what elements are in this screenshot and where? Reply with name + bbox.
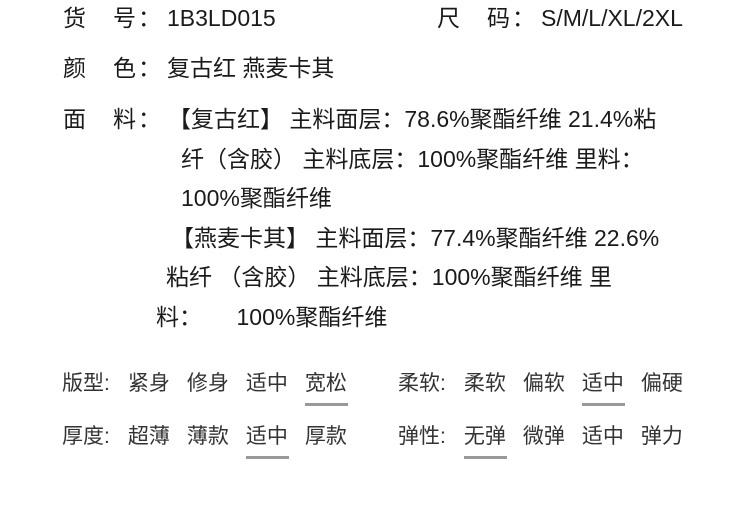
color-value: 复古红 燕麦卡其 <box>167 55 335 81</box>
fabric-line: 100%聚酯纤维 <box>181 185 332 211</box>
fit-option-tight: 紧身 <box>127 372 170 395</box>
elasticity-option-moderate: 适中 <box>581 425 624 448</box>
item-number-value: 1B3LD015 <box>167 5 276 31</box>
softness-attribute-label: 柔软: <box>398 372 446 395</box>
thickness-option-thin: 薄款 <box>186 425 229 448</box>
fit-option-loose: 宽松 <box>304 372 348 406</box>
elasticity-option-none: 无弹 <box>463 425 507 459</box>
size-value: S/M/L/XL/2XL <box>541 5 683 31</box>
elasticity-attribute-label: 弹性: <box>398 425 446 448</box>
elasticity-option-stretch: 弹力 <box>640 425 683 448</box>
elasticity-option-slight: 微弹 <box>522 425 565 448</box>
fit-option-slim: 修身 <box>186 372 229 395</box>
fit-option-regular: 适中 <box>245 372 288 395</box>
fabric-line: 【复古红】 主料面层：78.6%聚酯纤维 21.4%粘 <box>168 106 657 132</box>
fabric-line: 纤（含胶） 主料底层：100%聚酯纤维 里料： <box>181 145 644 172</box>
thickness-option-thick: 厚款 <box>304 425 347 448</box>
softness-option-soft: 柔软 <box>463 372 506 395</box>
color-row: 颜 色： 复古红 燕麦卡其 <box>63 54 334 82</box>
size-row: 尺 码： S/M/L/XL/2XL <box>437 4 683 32</box>
thickness-option-moderate: 适中 <box>245 425 289 459</box>
fit-attribute-label: 版型: <box>62 372 110 395</box>
thickness-attribute-group: 厚度: 超薄 薄款 适中 厚款 <box>62 425 347 459</box>
softness-option-firm: 偏硬 <box>640 372 683 395</box>
thickness-attribute-label: 厚度: <box>62 425 110 448</box>
color-label: 颜 色： <box>63 55 163 81</box>
elasticity-attribute-group: 弹性: 无弹 微弹 适中 弹力 <box>398 425 683 459</box>
size-label: 尺 码： <box>437 5 537 31</box>
item-number-row: 货 号： 1B3LD015 <box>63 4 276 32</box>
fabric-line: 粘纤 （含胶） 主料底层：100%聚酯纤维 里 <box>166 264 612 290</box>
fit-attribute-group: 版型: 紧身 修身 适中 宽松 <box>62 372 348 406</box>
softness-option-softer: 偏软 <box>522 372 565 395</box>
softness-attribute-group: 柔软: 柔软 偏软 适中 偏硬 <box>398 372 683 406</box>
fabric-label: 面 料： <box>63 106 163 132</box>
fabric-composition: 【复古红】 主料面层：78.6%聚酯纤维 21.4%粘 纤（含胶） 主料底层：1… <box>0 100 659 337</box>
item-number-label: 货 号： <box>63 5 163 31</box>
fabric-line: 料： 100%聚酯纤维 <box>156 303 388 330</box>
fabric-line: 【燕麦卡其】 主料面层：77.4%聚酯纤维 22.6% <box>171 224 660 251</box>
thickness-option-ultrathin: 超薄 <box>127 425 170 448</box>
softness-option-moderate: 适中 <box>581 372 625 406</box>
